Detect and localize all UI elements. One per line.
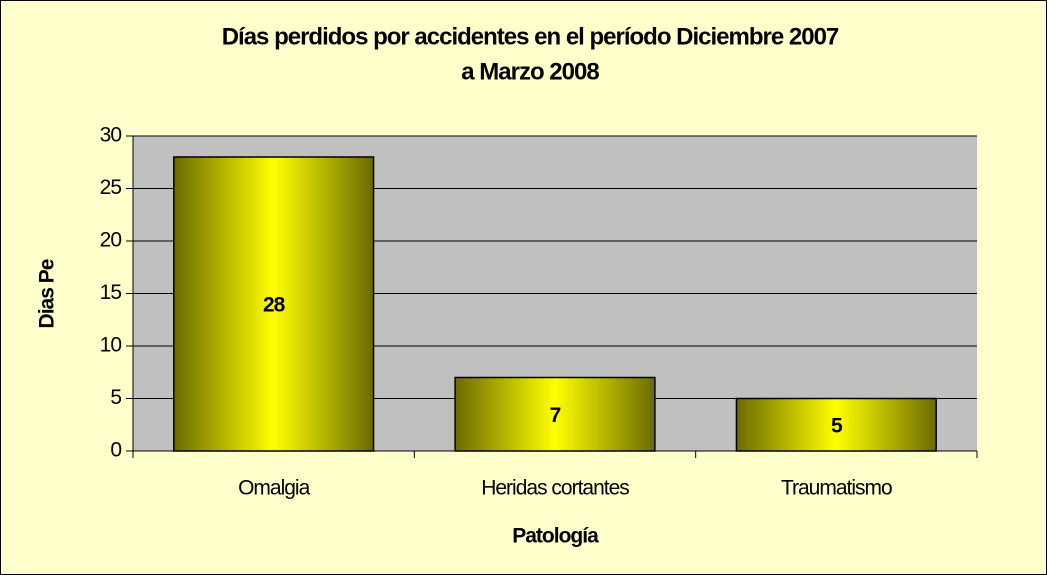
chart-title: a Marzo 2008 (461, 58, 599, 85)
x-tick-label: Omalgia (238, 477, 311, 500)
chart-title: Días perdidos por accidentes en el perío… (222, 23, 839, 50)
bar (735, 397, 937, 452)
x-axis-label: Patología (512, 525, 599, 548)
x-tick-label: Heridas cortantes (481, 477, 629, 500)
bar (454, 376, 656, 452)
y-axis-label: Dias Pe (36, 259, 59, 328)
data-label: 7 (550, 404, 561, 427)
data-label: 5 (831, 414, 843, 437)
y-tick-label: 10 (100, 334, 122, 357)
y-tick-label: 30 (100, 124, 122, 147)
y-tick-label: 25 (100, 176, 122, 199)
y-tick-label: 20 (100, 229, 122, 252)
y-tick-label: 0 (110, 439, 121, 462)
y-tick-label: 5 (110, 386, 121, 409)
y-tick-label: 15 (100, 281, 122, 304)
x-tick-label: Traumatismo (781, 477, 892, 500)
data-label: 28 (263, 294, 286, 317)
